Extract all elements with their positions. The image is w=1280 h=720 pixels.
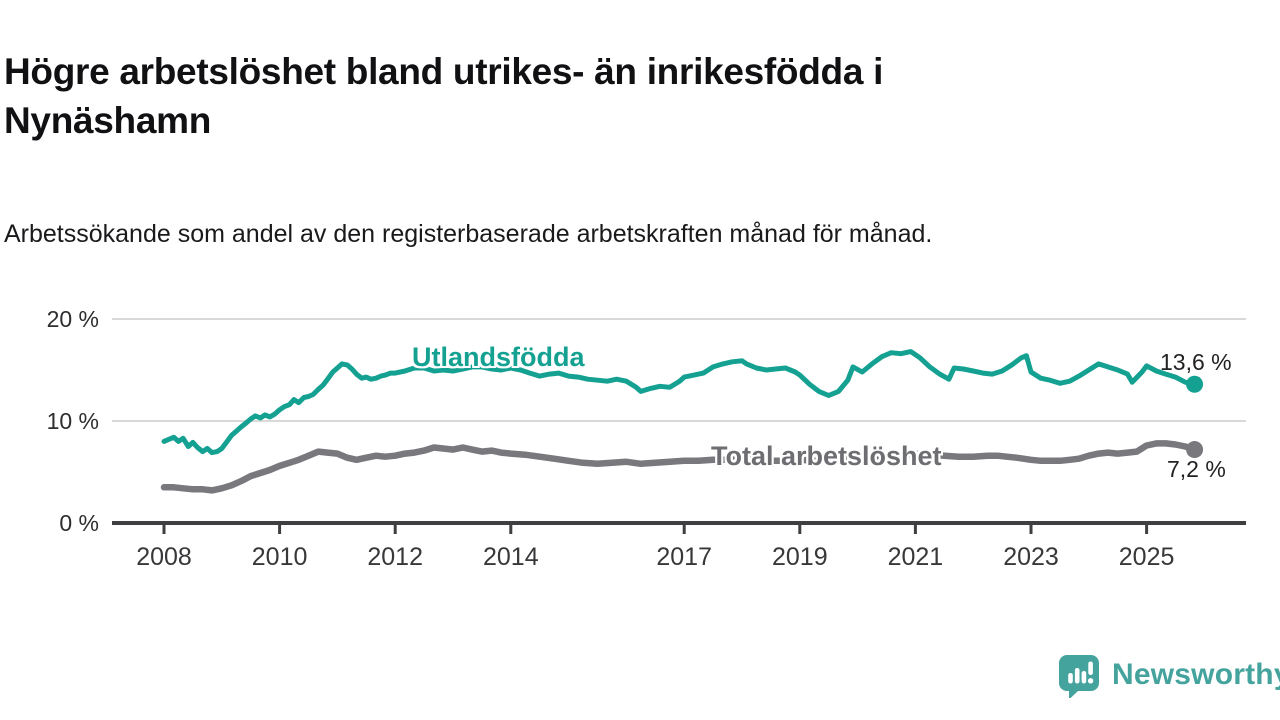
page-title: Högre arbetslöshet bland utrikes- än inr… — [4, 50, 884, 141]
series-end-dot-utlandsfodda — [1186, 375, 1204, 393]
y-axis-tick-label: 10 % — [47, 408, 99, 434]
x-axis-tick-label: 2012 — [367, 543, 423, 571]
x-axis-tick-label: 2008 — [136, 543, 192, 571]
x-axis-tick-label: 2025 — [1119, 543, 1175, 571]
series-line-utlandsfodda — [161, 349, 1198, 456]
x-axis-tick-label: 2023 — [1003, 543, 1059, 571]
series-label-total-arbetsloshet: Total arbetslöshet — [711, 441, 942, 471]
x-axis-tick-label: 2010 — [252, 543, 308, 571]
series-line-total-arbetsloshet — [160, 440, 1198, 494]
newsworthy-wordmark: Newsworthy — [1112, 658, 1280, 691]
y-axis-tick-label: 0 % — [59, 510, 99, 536]
series-label-utlandsfodda: Utlandsfödda — [412, 342, 585, 372]
series-end-dot-total-arbetsloshet — [1186, 441, 1204, 459]
y-axis-tick-label: 20 % — [47, 306, 99, 332]
unemployment-line-chart: 0 % 10 % 20 % 2008 2010 2012 2014 2017 2019 2021 2… — [47, 306, 1246, 571]
x-axis-tick-label: 2014 — [483, 543, 539, 571]
speech-bubble-bar-chart-icon — [1059, 655, 1099, 698]
x-axis-tick-label: 2021 — [888, 543, 944, 571]
end-value-label-total: 7,2 % — [1167, 456, 1226, 482]
chart-subtitle: Arbetssökande som andel av den registerb… — [4, 220, 933, 248]
end-value-label-utlandsfodda: 13,6 % — [1160, 349, 1232, 375]
newsworthy-logo: Newsworthy — [1056, 652, 1280, 698]
x-axis-tick-label: 2017 — [656, 543, 712, 571]
x-axis-tick-label: 2019 — [772, 543, 828, 571]
